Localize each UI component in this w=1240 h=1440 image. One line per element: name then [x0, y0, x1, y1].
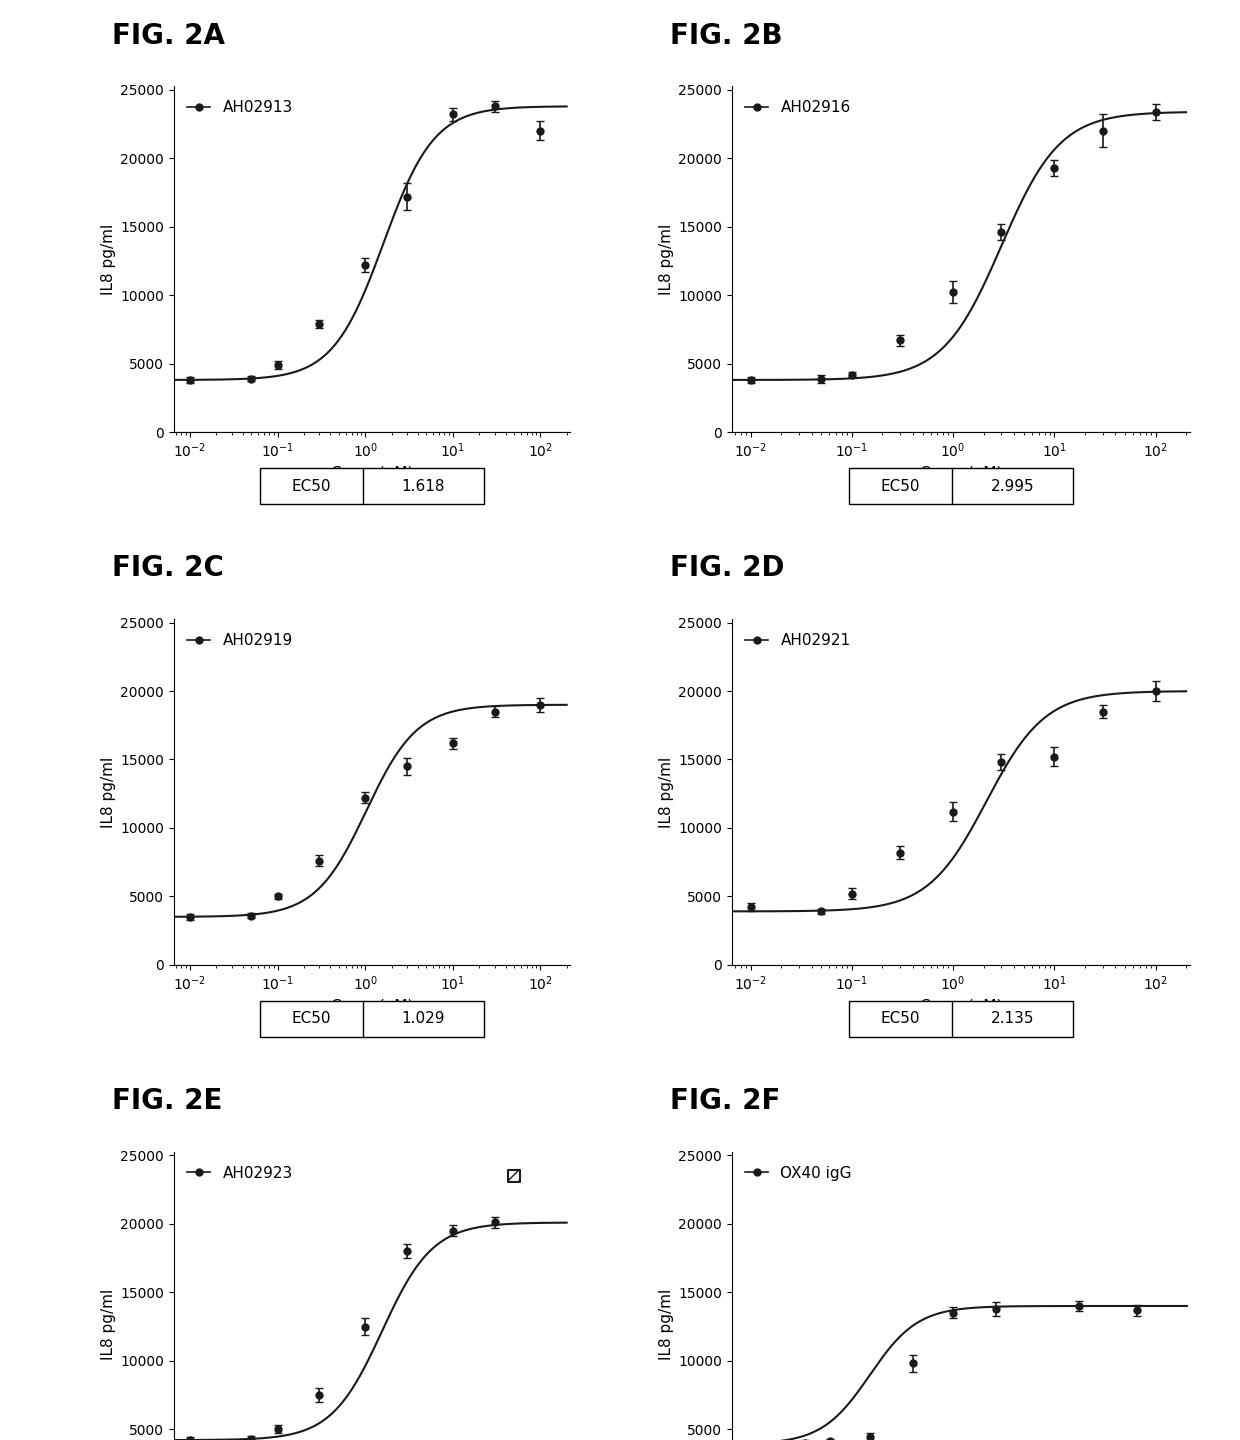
Y-axis label: IL8 pg/ml: IL8 pg/ml	[658, 223, 673, 295]
Y-axis label: IL8 pg/ml: IL8 pg/ml	[658, 1289, 673, 1361]
Point	[505, 1165, 525, 1188]
X-axis label: Conc. (nM): Conc. (nM)	[920, 467, 1002, 481]
Y-axis label: IL8 pg/ml: IL8 pg/ml	[658, 756, 673, 828]
Legend: AH02923: AH02923	[181, 1159, 299, 1187]
Text: FIG. 2D: FIG. 2D	[670, 554, 784, 582]
Legend: AH02916: AH02916	[739, 94, 857, 121]
Text: 1.029: 1.029	[402, 1011, 445, 1027]
Legend: AH02921: AH02921	[739, 626, 857, 654]
Text: 1.618: 1.618	[402, 478, 445, 494]
Y-axis label: IL8 pg/ml: IL8 pg/ml	[100, 1289, 115, 1361]
Y-axis label: IL8 pg/ml: IL8 pg/ml	[100, 756, 115, 828]
Text: EC50: EC50	[291, 1011, 331, 1027]
X-axis label: Conc. (nM): Conc. (nM)	[331, 467, 413, 481]
Text: FIG. 2A: FIG. 2A	[112, 22, 224, 49]
Text: EC50: EC50	[880, 478, 920, 494]
Text: FIG. 2E: FIG. 2E	[112, 1087, 222, 1115]
Y-axis label: IL8 pg/ml: IL8 pg/ml	[100, 223, 115, 295]
X-axis label: Conc. (nM): Conc. (nM)	[331, 999, 413, 1014]
Text: 2.135: 2.135	[991, 1011, 1034, 1027]
Text: FIG. 2F: FIG. 2F	[670, 1087, 780, 1115]
Legend: AH02919: AH02919	[181, 626, 299, 654]
X-axis label: Conc. (nM): Conc. (nM)	[920, 999, 1002, 1014]
Legend: AH02913: AH02913	[181, 94, 299, 121]
Text: EC50: EC50	[880, 1011, 920, 1027]
Text: FIG. 2C: FIG. 2C	[112, 554, 223, 582]
Text: EC50: EC50	[291, 478, 331, 494]
Text: 2.995: 2.995	[991, 478, 1034, 494]
Text: FIG. 2B: FIG. 2B	[670, 22, 782, 49]
Legend: OX40 igG: OX40 igG	[739, 1159, 858, 1187]
